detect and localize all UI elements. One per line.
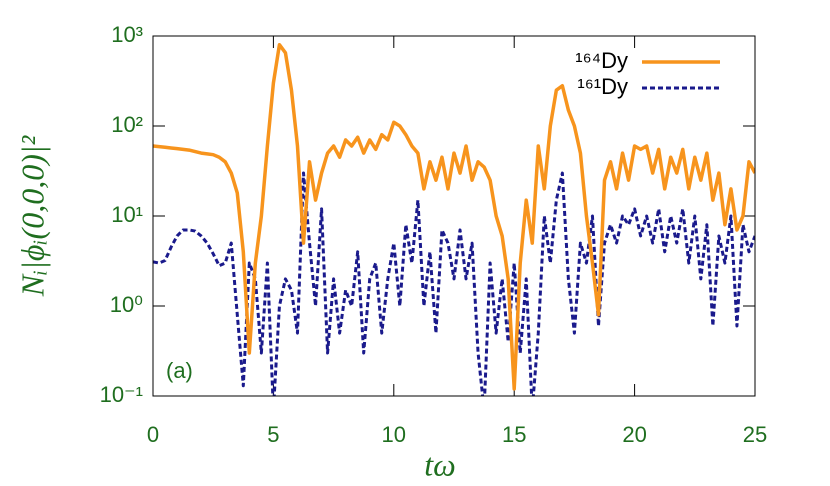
x-tick-label: 5	[267, 422, 279, 447]
annotation: (a)	[166, 358, 193, 383]
y-tick-label: 10¹	[111, 202, 143, 227]
x-tick-label: 20	[622, 422, 646, 447]
x-tick-label: 10	[382, 422, 406, 447]
series-line	[153, 171, 755, 396]
plot-frame	[152, 35, 756, 397]
y-tick-label: 10⁰	[110, 292, 143, 317]
y-axis-label: Nᵢ|ϕᵢ(0,0,0)|²	[14, 134, 50, 297]
x-tick-label: 15	[502, 422, 526, 447]
y-tick-label: 10²	[111, 112, 143, 137]
y-tick-label: 10³	[111, 22, 143, 47]
plot-area	[153, 42, 755, 396]
x-tick-label: 0	[147, 422, 159, 447]
legend-label: ¹⁶¹Dy	[577, 74, 628, 99]
legend-label: ¹⁶⁴Dy	[575, 48, 628, 73]
x-axis-label: tω	[424, 446, 455, 482]
y-tick-label: 10⁻¹	[100, 382, 143, 407]
series-line	[153, 42, 755, 391]
x-tick-label: 25	[743, 422, 767, 447]
